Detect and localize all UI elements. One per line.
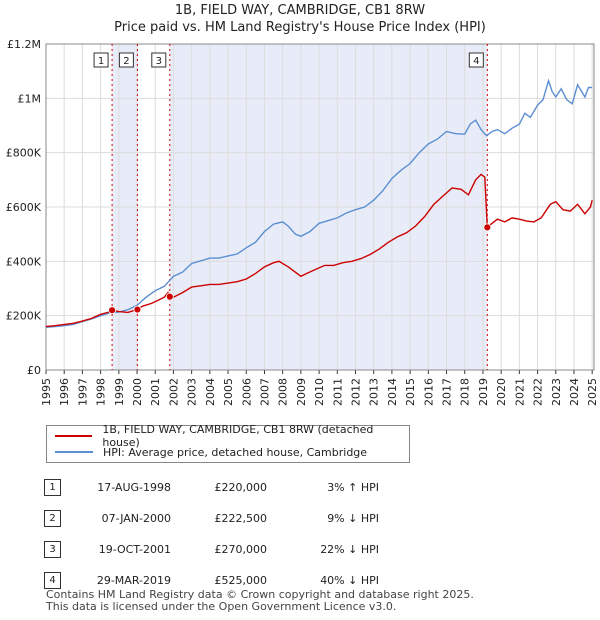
sale-row: 4 29-MAR-2019 £525,000 40% ↓ HPI [44,565,379,596]
x-tick-label: 2012 [350,378,363,406]
sale-number-badge: 4 [44,572,61,589]
x-tick-label: 2015 [404,378,417,406]
x-tick-label: 2019 [477,378,490,406]
footer-copyright: Contains HM Land Registry data © Crown c… [46,588,474,601]
sale-1-badge [93,52,109,68]
x-tick-label: 2000 [131,378,144,406]
hpi-series-line [45,78,593,328]
x-tick-label: 1996 [58,378,71,406]
x-tick-label: 2021 [513,378,526,406]
footer: Contains HM Land Registry data © Crown c… [46,589,474,613]
sale-price: £525,000 [214,574,268,587]
x-tick-label: 2002 [167,378,180,406]
chart-title-line1: 1B, FIELD WAY, CAMBRIDGE, CB1 8RW [174,3,426,18]
chart-title-line2: Price paid vs. HM Land Registry's House … [114,20,486,35]
x-tick-label: 1995 [40,378,53,406]
x-tick-label: 2024 [568,378,581,406]
sale-2-badge [118,52,134,68]
x-tick-label: 2017 [441,378,454,406]
sale-price: £222,500 [214,512,268,525]
x-tick-label: 1997 [76,378,89,406]
sale-number-badge: 2 [44,510,61,527]
legend-label-property: 1B, FIELD WAY, CAMBRIDGE, CB1 8RW (detac… [102,423,374,449]
sale-3-marker [165,292,174,301]
legend-item-property: 1B, FIELD WAY, CAMBRIDGE, CB1 8RW (detac… [55,423,409,449]
sale-hpi-diff: 40% ↓ HPI [320,574,379,587]
x-tick-label: 2005 [222,378,235,406]
sale-4-badge [468,52,484,68]
legend-label-hpi: HPI: Average price, detached house, Camb… [103,445,368,459]
x-tick-label: 2011 [331,378,344,406]
x-tick-label: 2001 [149,378,162,406]
legend-swatch-property [55,435,93,437]
sale-price: £220,000 [214,481,268,494]
sale-row: 2 07-JAN-2000 £222,500 9% ↓ HPI [44,503,379,534]
sale-row: 3 19-OCT-2001 £270,000 22% ↓ HPI [44,534,379,565]
sale-number-badge: 3 [44,541,61,558]
sale-date: 19-OCT-2001 [98,543,171,556]
x-tick-label: 2003 [186,378,199,406]
y-tick-label: £600K [6,201,42,214]
y-tick-label: £200K [6,310,42,323]
sale-3-badge [151,52,167,68]
sale-row: 1 17-AUG-1998 £220,000 3% ↑ HPI [44,472,379,503]
x-tick-label: 1998 [95,378,108,406]
x-tick-label: 2020 [495,378,508,406]
sale-4-badge-label: 4 [473,56,479,67]
legend-swatch-hpi [55,451,93,453]
sale-2-marker [133,305,142,314]
x-tick-label: 2006 [240,378,253,406]
sale-3-badge-label: 3 [156,56,162,67]
sale-2-badge-label: 2 [123,56,129,67]
sale-1-marker [108,306,116,315]
sale-hpi-diff: 9% ↓ HPI [327,512,379,525]
y-tick-label: £800K [6,147,42,160]
x-tick-label: 2018 [459,378,472,406]
sale-hpi-diff: 3% ↑ HPI [327,481,379,494]
legend-item-hpi: HPI: Average price, detached house, Camb… [55,445,367,459]
sale-date: 29-MAR-2019 [96,574,171,587]
sale-1-badge-label: 1 [98,56,104,67]
sale-hpi-diff: 22% ↓ HPI [320,543,379,556]
price-chart: 1995 1996 1997 1998 1999 2000 2001 2002 2003 2004… [6,38,599,406]
property-series-line [45,173,593,328]
x-tick-label: 2013 [368,378,381,406]
y-tick-label: £0 [27,364,41,377]
x-tick-label: 2004 [204,378,217,406]
x-tick-label: 1999 [113,378,126,406]
plot-border [45,43,595,371]
x-tick-label: 2023 [550,378,563,406]
sale-price: £270,000 [214,543,268,556]
x-tick-label: 2016 [422,378,435,406]
x-tick-label: 2007 [258,378,271,406]
x-tick-label: 2010 [313,378,326,406]
sale-date: 07-JAN-2000 [101,512,171,525]
footer-licence: This data is licensed under the Open Gov… [46,600,397,613]
x-tick-label: 2014 [386,378,399,406]
y-tick-label: £1.2M [7,38,41,51]
y-tick-label: £1M [18,92,42,105]
legend: 1B, FIELD WAY, CAMBRIDGE, CB1 8RW (detac… [46,423,410,463]
x-tick-label: 2025 [586,378,599,406]
sale-4-marker [483,223,492,232]
x-tick-label: 2008 [277,378,290,406]
x-tick-label: 2022 [532,378,545,406]
sale-date: 17-AUG-1998 [97,481,171,494]
sales-table: 1 17-AUG-1998 £220,000 3% ↑ HPI 2 07-JAN-2000… [44,472,379,596]
sale-number-badge: 1 [44,479,61,496]
y-tick-label: £400K [6,255,42,268]
x-tick-label: 2009 [295,378,308,406]
